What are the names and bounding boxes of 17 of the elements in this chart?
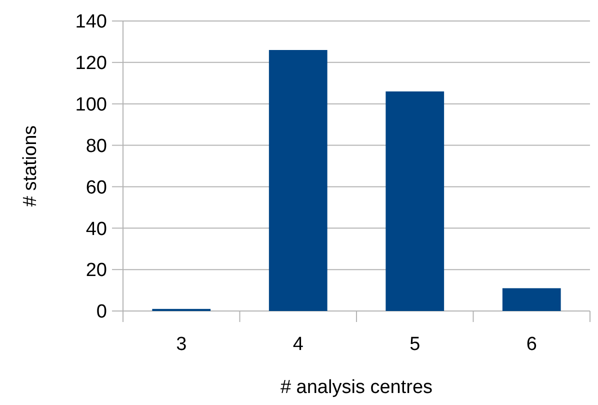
y-axis-title: # stations — [20, 125, 41, 207]
y-tick-label: 60 — [86, 177, 107, 198]
x-tick-label: 3 — [176, 334, 187, 355]
y-tick-label: 80 — [86, 136, 107, 157]
y-tick-label: 40 — [86, 218, 107, 240]
x-tick-label: 6 — [526, 334, 537, 355]
x-axis-title: # analysis centres — [280, 377, 433, 398]
bar — [268, 50, 328, 311]
y-tick-label: 0 — [96, 302, 107, 323]
y-tick-label: 120 — [75, 53, 107, 74]
y-tick-label: 140 — [75, 12, 107, 33]
bar — [386, 91, 444, 311]
y-tick-label: 100 — [75, 94, 107, 116]
y-tick-label: 20 — [86, 260, 107, 282]
bar — [502, 288, 561, 311]
x-tick-label: 4 — [292, 334, 304, 355]
x-tick-label: 5 — [410, 334, 420, 355]
